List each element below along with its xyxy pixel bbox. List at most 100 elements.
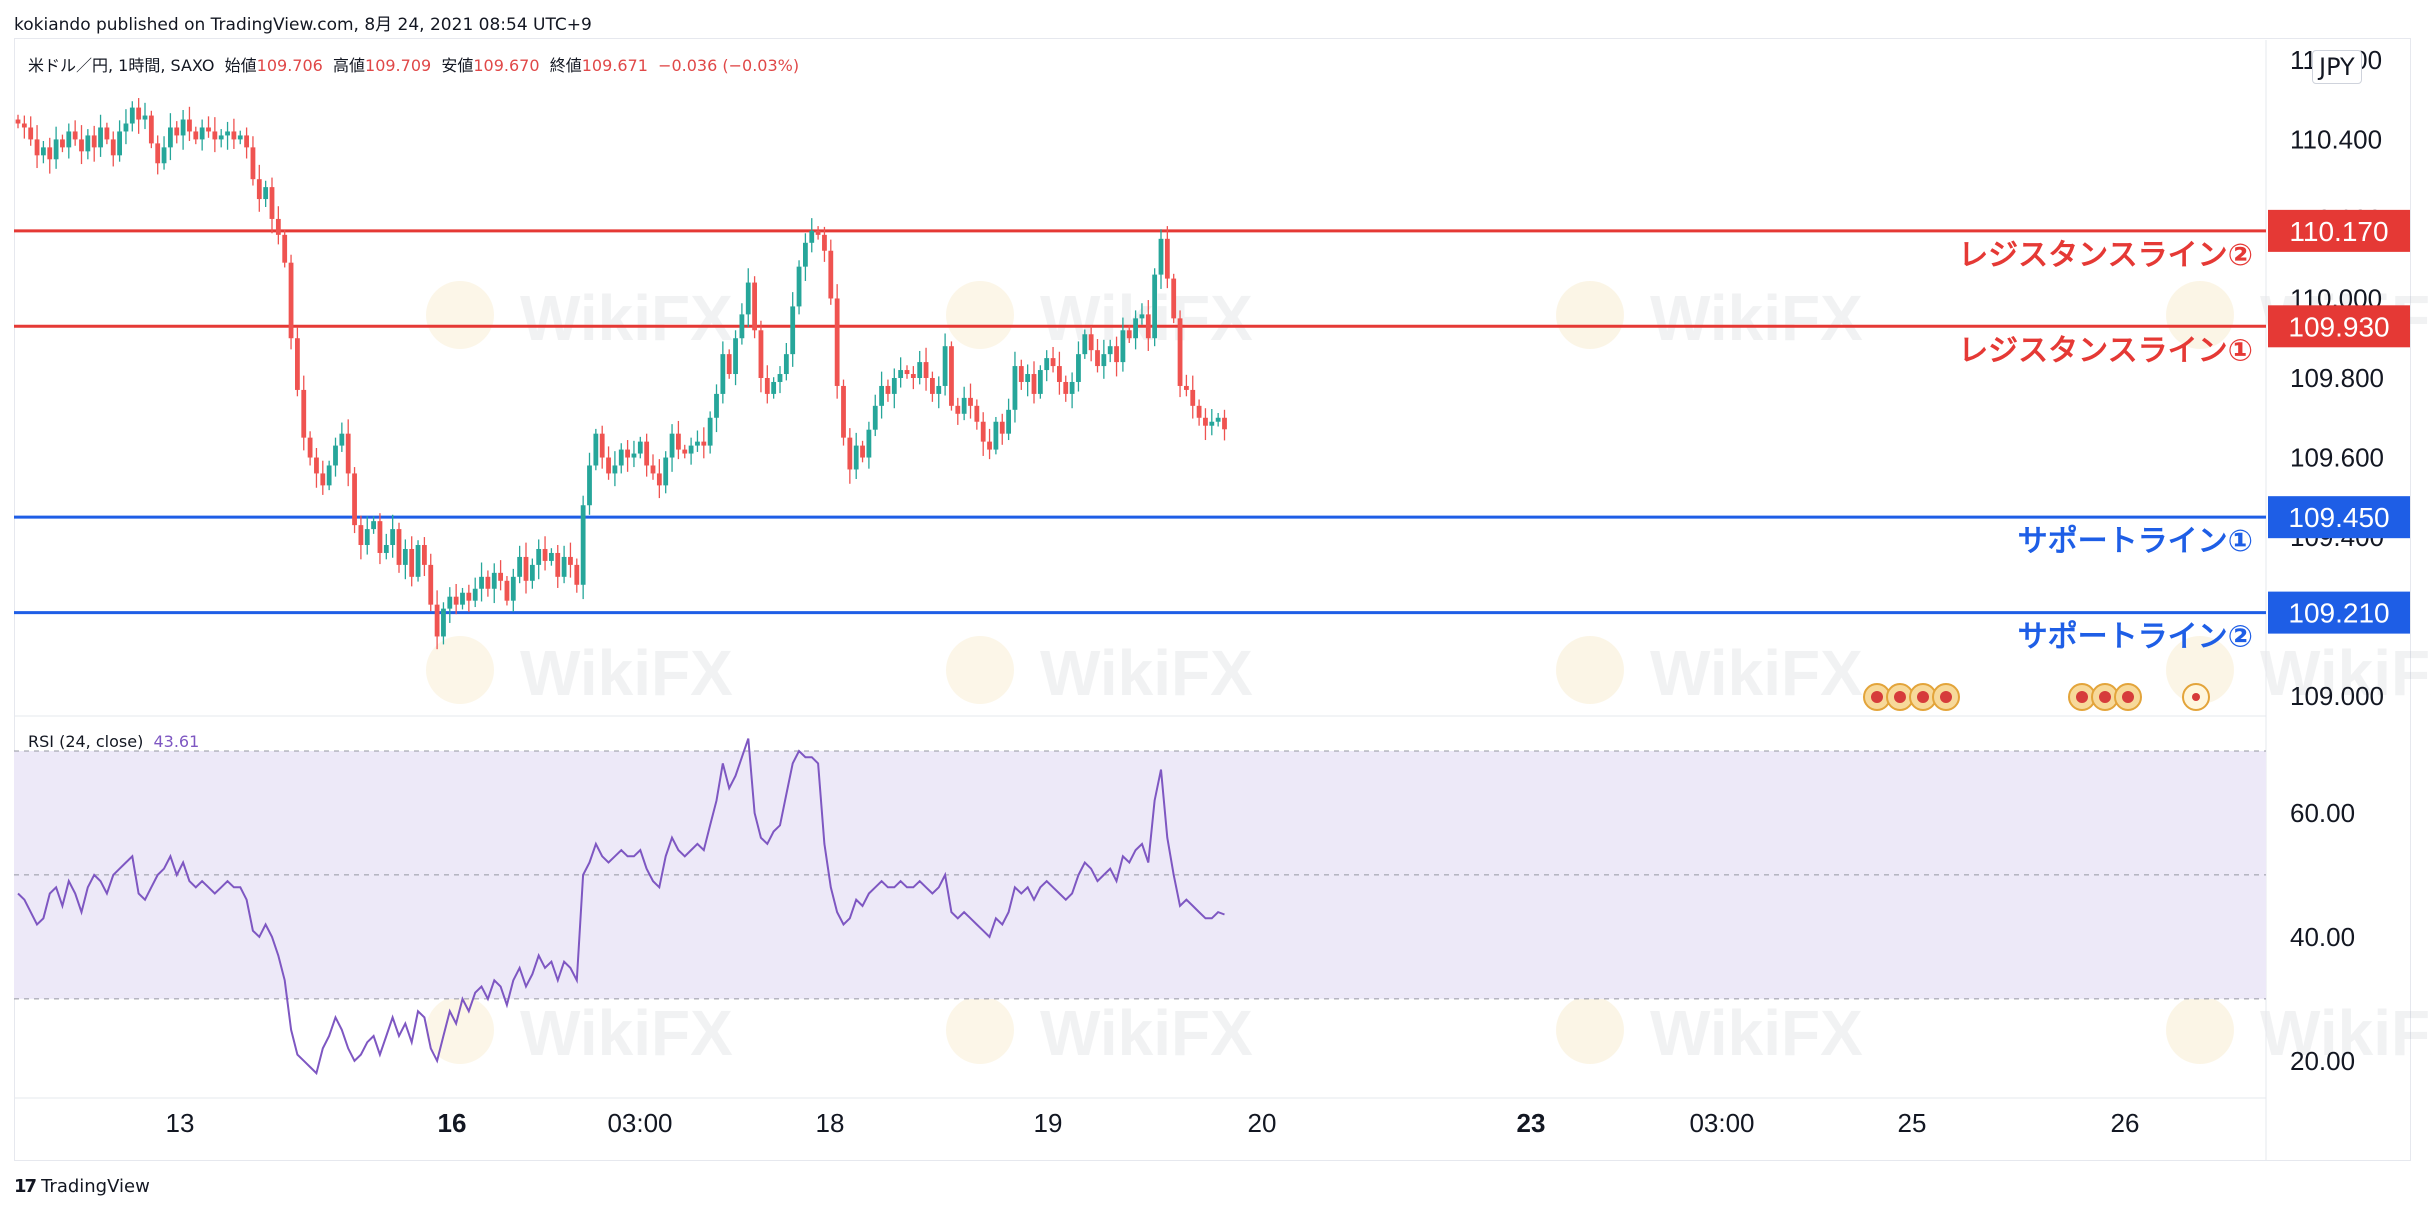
y-tick-label: 110.400: [2290, 124, 2382, 154]
candle: [142, 115, 148, 120]
candle: [593, 433, 599, 466]
candle: [701, 441, 707, 446]
candle: [136, 107, 142, 120]
candle: [237, 135, 243, 140]
candle: [834, 298, 840, 386]
candle: [269, 187, 275, 219]
x-tick-label: 03:00: [1689, 1108, 1754, 1138]
candle: [714, 393, 719, 418]
candle: [676, 433, 681, 450]
low-value: 109.670: [473, 56, 540, 75]
resistance-price-label: 110.170: [2289, 216, 2388, 247]
watermark-text: WikiFX: [1650, 637, 1863, 709]
candle: [295, 338, 300, 390]
candle: [663, 457, 669, 486]
candle: [333, 445, 338, 466]
resistance-price-tag: [2268, 209, 2410, 252]
x-tick-label: 13: [166, 1108, 195, 1138]
open-label: 始値: [224, 56, 257, 75]
candle: [796, 266, 802, 307]
candle: [733, 338, 738, 375]
watermark-text: WikiFX: [520, 637, 733, 709]
candle: [434, 604, 440, 637]
candle: [1076, 354, 1081, 382]
candle: [549, 552, 554, 561]
candle: [422, 545, 427, 565]
candle: [923, 362, 929, 378]
y-tick-label: 109.000: [2290, 681, 2384, 711]
candle: [917, 362, 923, 378]
candle: [644, 441, 650, 466]
candle: [707, 417, 713, 446]
candle: [1120, 330, 1126, 363]
candle: [574, 564, 580, 585]
candle: [377, 521, 383, 553]
candle: [396, 529, 402, 565]
support-line-label: サポートライン①: [2018, 524, 2253, 559]
candle: [364, 529, 370, 546]
candle: [1209, 421, 1215, 426]
rsi-label[interactable]: RSI (24, close): [28, 732, 144, 751]
chart-frame: [14, 38, 2411, 1161]
candle: [206, 127, 211, 132]
candle: [1152, 274, 1158, 339]
support-price-label: 109.210: [2288, 598, 2389, 629]
candle: [110, 139, 116, 156]
candle: [999, 421, 1005, 434]
tradingview-logo-icon: 17: [14, 1176, 37, 1197]
symbol-name[interactable]: 米ドル／円, 1時間, SAXO: [28, 56, 215, 75]
candle: [980, 421, 986, 442]
candle: [726, 354, 732, 375]
watermark-text: WikiFX: [1650, 282, 1863, 354]
candle: [28, 127, 34, 140]
resistance-line-label: レジスタンスライン②: [1958, 238, 2253, 273]
candle: [345, 433, 351, 474]
rsi-tick-label: 40.00: [2290, 922, 2355, 952]
us-flag-dot-icon: [1917, 691, 1929, 703]
candle: [688, 445, 694, 454]
currency-badge[interactable]: JPY: [2312, 50, 2362, 84]
candle: [1190, 389, 1196, 406]
watermark-logo-icon: [426, 996, 494, 1064]
published-header: kokiando published on TradingView.com, 8…: [14, 15, 592, 35]
candle: [1107, 346, 1113, 355]
rsi-value: 43.61: [153, 732, 200, 751]
candle: [879, 385, 884, 406]
candle: [803, 242, 808, 267]
candle: [860, 445, 865, 458]
candle: [949, 346, 954, 406]
candle: [174, 127, 180, 136]
candle: [650, 465, 656, 474]
watermark-text: WikiFX: [1040, 997, 1253, 1069]
candle: [21, 123, 27, 128]
candle: [682, 449, 688, 454]
candle: [739, 314, 745, 339]
candle: [510, 576, 516, 601]
x-tick-label: 23: [1517, 1108, 1546, 1138]
candle: [79, 139, 84, 152]
candle: [1057, 366, 1062, 382]
candle: [390, 529, 396, 546]
rsi-legend: RSI (24, close) 43.61: [28, 732, 199, 751]
candle: [352, 473, 357, 526]
candle: [256, 179, 262, 200]
tradingview-logo[interactable]: 17 TradingView: [14, 1176, 150, 1197]
candle: [66, 131, 72, 148]
support-line-label: サポートライン②: [2018, 620, 2253, 655]
close-label: 終値: [549, 56, 582, 75]
candle: [104, 127, 110, 140]
watermark-logo-icon: [1556, 281, 1624, 349]
high-value: 109.709: [365, 56, 432, 75]
candle: [250, 147, 256, 180]
candle: [1025, 374, 1031, 382]
candle: [523, 556, 529, 581]
candle: [1018, 366, 1024, 382]
x-tick-label: 25: [1898, 1108, 1927, 1138]
candle: [466, 592, 472, 601]
us-flag-dot-icon: [1871, 691, 1883, 703]
candle: [41, 147, 46, 156]
candle: [1031, 374, 1037, 394]
candle: [841, 385, 846, 438]
candle: [606, 457, 611, 474]
